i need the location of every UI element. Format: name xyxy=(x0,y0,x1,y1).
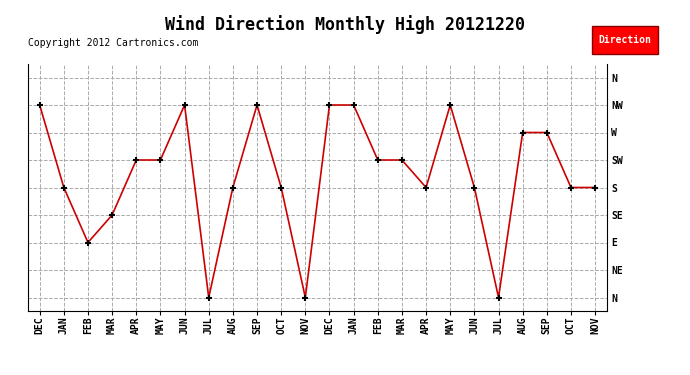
Text: Copyright 2012 Cartronics.com: Copyright 2012 Cartronics.com xyxy=(28,38,198,48)
Text: Wind Direction Monthly High 20121220: Wind Direction Monthly High 20121220 xyxy=(165,15,525,34)
Text: Direction: Direction xyxy=(598,35,651,45)
